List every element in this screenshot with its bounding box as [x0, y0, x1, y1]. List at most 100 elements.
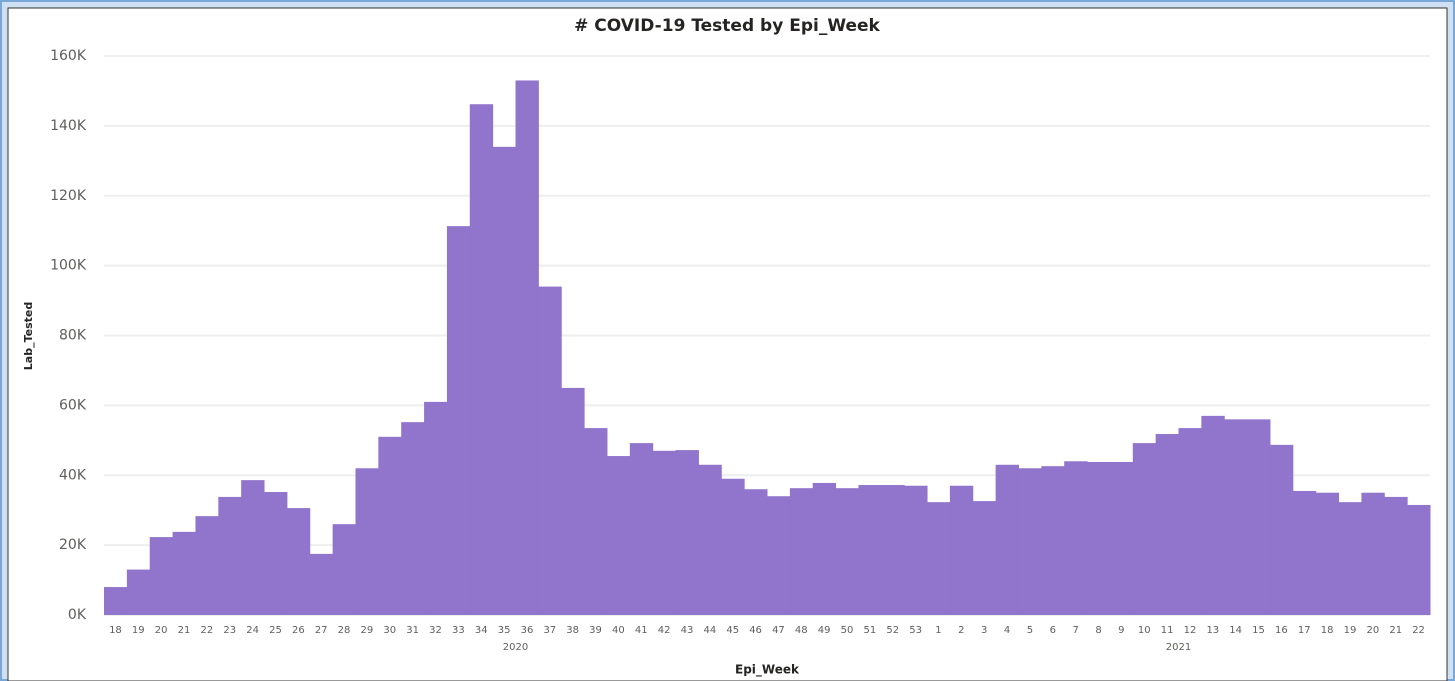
x-tick-label: 40 — [612, 625, 625, 636]
x-tick-label: 35 — [498, 625, 511, 636]
x-tick-label: 38 — [566, 625, 579, 636]
x-tick-label: 8 — [1095, 625, 1101, 636]
x-tick-label: 2 — [958, 625, 964, 636]
x-tick-label: 18 — [1321, 625, 1334, 636]
bar — [332, 524, 356, 615]
bar — [949, 485, 974, 615]
bar — [835, 488, 859, 615]
x-tick-label: 19 — [1344, 625, 1357, 636]
x-tick-label: 27 — [315, 625, 328, 636]
bar — [355, 468, 379, 615]
bar — [584, 428, 608, 615]
bar — [812, 482, 837, 615]
x-tick-label: 6 — [1050, 625, 1056, 636]
x-tick-label: 53 — [909, 625, 922, 636]
bar — [104, 587, 128, 615]
y-tick-label: 0K — [68, 607, 87, 623]
y-tick-label: 40K — [59, 467, 87, 483]
x-tick-label: 31 — [406, 625, 419, 636]
x-tick-label: 11 — [1161, 625, 1174, 636]
bar — [1224, 419, 1248, 615]
bar — [1269, 444, 1294, 615]
y-tick-label: 120K — [50, 188, 87, 204]
bar — [652, 450, 677, 615]
x-tick-label: 28 — [338, 625, 351, 636]
x-tick-label: 32 — [429, 625, 442, 636]
bar — [286, 508, 311, 615]
x-tick-label: 23 — [223, 625, 236, 636]
bar — [1155, 434, 1180, 615]
bar — [1361, 492, 1385, 615]
x-tick-label: 51 — [864, 625, 877, 636]
bar — [1132, 443, 1157, 615]
bar — [446, 226, 471, 615]
bar — [904, 485, 928, 615]
bar — [149, 537, 174, 615]
bar — [469, 104, 494, 616]
bar — [195, 516, 219, 615]
x-tick-label: 16 — [1275, 625, 1288, 636]
x-tick-label: 30 — [383, 625, 396, 636]
y-axis-title: Lab_Tested — [22, 302, 35, 370]
x-tick-label: 19 — [132, 625, 145, 636]
bar — [789, 488, 814, 615]
x-tick-label: 47 — [772, 625, 785, 636]
x-tick-label: 13 — [1206, 625, 1219, 636]
x-tick-label: 46 — [749, 625, 762, 636]
x-tick-label: 49 — [818, 625, 831, 636]
x-tick-label: 1 — [935, 625, 941, 636]
x-tick-label: 14 — [1229, 625, 1242, 636]
x-tick-label: 36 — [521, 625, 534, 636]
bar — [172, 531, 196, 615]
x-tick-label: 22 — [1412, 625, 1425, 636]
x-tick-label: 9 — [1118, 625, 1124, 636]
y-tick-label: 100K — [50, 258, 87, 274]
x-tick-label: 3 — [981, 625, 987, 636]
bar — [881, 485, 905, 615]
x-tick-label: 25 — [269, 625, 282, 636]
bar — [218, 496, 242, 615]
bar — [1338, 502, 1362, 615]
bar — [1041, 466, 1065, 615]
y-tick-label: 80K — [59, 328, 87, 344]
bar — [629, 443, 654, 615]
x-tick-label: 20 — [1366, 625, 1379, 636]
x-tick-label: 42 — [658, 625, 671, 636]
x-tick-label: 18 — [109, 625, 122, 636]
bar — [995, 464, 1019, 615]
chart-title: # COVID-19 Tested by Epi_Week — [574, 16, 880, 36]
x-tick-label: 48 — [795, 625, 808, 636]
x-tick-label: 34 — [475, 625, 488, 636]
bar — [767, 496, 791, 615]
bar — [675, 450, 699, 615]
x-tick-label: 12 — [1184, 625, 1197, 636]
bar — [744, 489, 768, 615]
bar — [401, 422, 425, 615]
bar — [1064, 461, 1088, 615]
bar — [972, 501, 997, 615]
bar — [424, 401, 448, 615]
x-tick-label: 50 — [841, 625, 854, 636]
bar — [1087, 461, 1111, 615]
bar — [126, 569, 151, 615]
x-tick-label: 22 — [201, 625, 214, 636]
bar — [1292, 490, 1317, 615]
y-tick-label: 160K — [50, 48, 87, 64]
bar — [698, 464, 722, 615]
bar — [492, 146, 517, 615]
y-tick-label: 140K — [50, 118, 87, 134]
bar — [606, 456, 631, 615]
x-tick-label: 20 — [155, 625, 168, 636]
x-tick-label: 17 — [1298, 625, 1311, 636]
x-axis-title: Epi_Week — [735, 663, 800, 678]
x-tick-label: 43 — [681, 625, 694, 636]
x-tick-label: 52 — [886, 625, 899, 636]
x-tick-label: 44 — [703, 625, 716, 636]
x-group-label: 2021 — [1166, 642, 1191, 653]
bar — [1247, 419, 1271, 615]
x-tick-label: 24 — [246, 625, 259, 636]
x-tick-label: 45 — [726, 625, 739, 636]
x-tick-label: 5 — [1027, 625, 1033, 636]
bar — [241, 480, 265, 615]
bar — [378, 436, 402, 615]
